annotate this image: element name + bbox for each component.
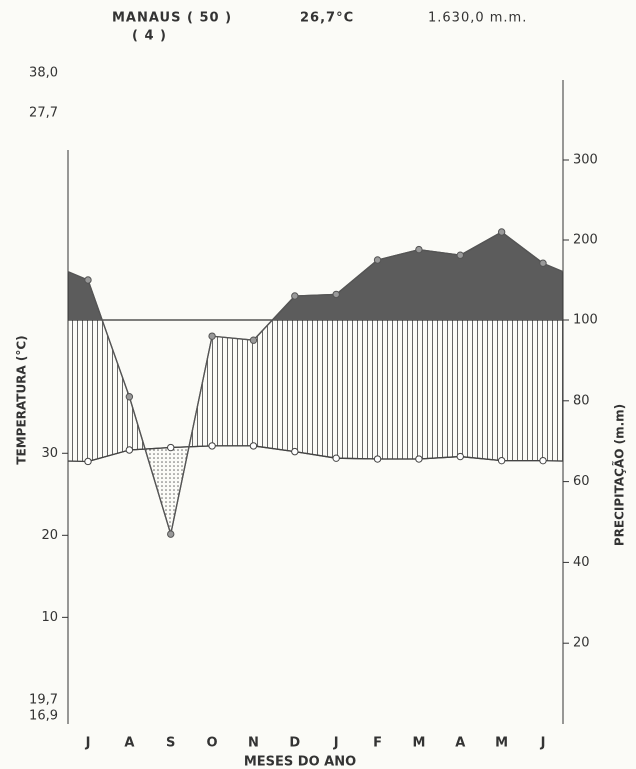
y-tick-label: 20 xyxy=(41,528,58,543)
temperature-point xyxy=(497,456,506,465)
x-tick-label: J xyxy=(333,736,339,751)
y2-tick-label: 300 xyxy=(573,153,598,168)
temperature-point xyxy=(456,452,464,461)
precipitation-point xyxy=(456,251,464,259)
humid-hatch xyxy=(68,320,563,462)
x-tick-label: J xyxy=(85,736,91,751)
x-tick-label: S xyxy=(166,736,175,751)
precipitation-point xyxy=(249,336,258,344)
precipitation-point xyxy=(167,530,175,538)
x-tick-label: M xyxy=(495,736,508,751)
precipitation-point xyxy=(208,332,216,340)
temperature-point xyxy=(332,454,340,462)
temperature-point xyxy=(415,455,423,463)
precipitation-point xyxy=(373,256,382,264)
y2-tick-label: 200 xyxy=(573,233,598,248)
temperature-high-label: 38,0 xyxy=(29,66,58,81)
precipitation-point xyxy=(332,290,340,299)
arid-area xyxy=(68,445,563,535)
x-tick-label: N xyxy=(248,736,259,751)
x-tick-label: A xyxy=(124,736,134,751)
x-tick-label: M xyxy=(412,736,425,751)
precipitation-point xyxy=(415,245,423,254)
precipitation-point xyxy=(84,276,92,284)
temperature-point xyxy=(249,442,258,450)
temperature-point xyxy=(539,456,547,465)
y-tick-label: 30 xyxy=(41,446,58,461)
temperature-point xyxy=(125,446,134,454)
y2-tick-label: 100 xyxy=(573,313,598,328)
y2-tick-label: 80 xyxy=(573,393,590,408)
excess-area xyxy=(68,232,563,320)
temperature-point xyxy=(167,443,175,452)
x-tick-label: J xyxy=(540,736,546,751)
x-tick-label: F xyxy=(373,736,382,751)
precipitation-point xyxy=(539,259,547,267)
annual-precipitation: 1.630,0 m.m. xyxy=(428,11,527,26)
y-axis-title: TEMPERATURA (°C) xyxy=(15,335,29,464)
temperature-low-label: 19,7 xyxy=(29,693,58,708)
temperature-point xyxy=(373,455,382,463)
precipitation-point xyxy=(497,228,506,236)
x-tick-label: A xyxy=(455,736,465,751)
y2-tick-label: 20 xyxy=(573,636,590,651)
chart-title: MANAUS ( 50 ) xyxy=(112,11,232,26)
temperature-high-label: 27,7 xyxy=(29,106,58,121)
x-axis-title: MESES DO ANO xyxy=(244,755,356,769)
temperature-point xyxy=(208,442,216,450)
chart-subtitle: ( 4 ) xyxy=(132,29,167,44)
series-line xyxy=(87,231,544,535)
x-tick-label: O xyxy=(207,736,218,751)
y2-tick-label: 60 xyxy=(573,474,590,489)
temperature-low-label: 16,9 xyxy=(29,709,58,724)
y2-axis-title: PRECIPITAÇÃO (m.m) xyxy=(612,404,627,546)
x-tick-label: D xyxy=(289,736,300,751)
precipitation-point xyxy=(125,393,134,401)
mean-temperature: 26,7°C xyxy=(300,11,354,26)
y-tick-label: 10 xyxy=(41,610,58,625)
precipitation-point xyxy=(291,292,299,300)
y2-tick-label: 40 xyxy=(573,555,590,570)
series-line xyxy=(87,445,543,463)
temperature-point xyxy=(84,457,92,466)
temperature-point xyxy=(291,447,299,456)
